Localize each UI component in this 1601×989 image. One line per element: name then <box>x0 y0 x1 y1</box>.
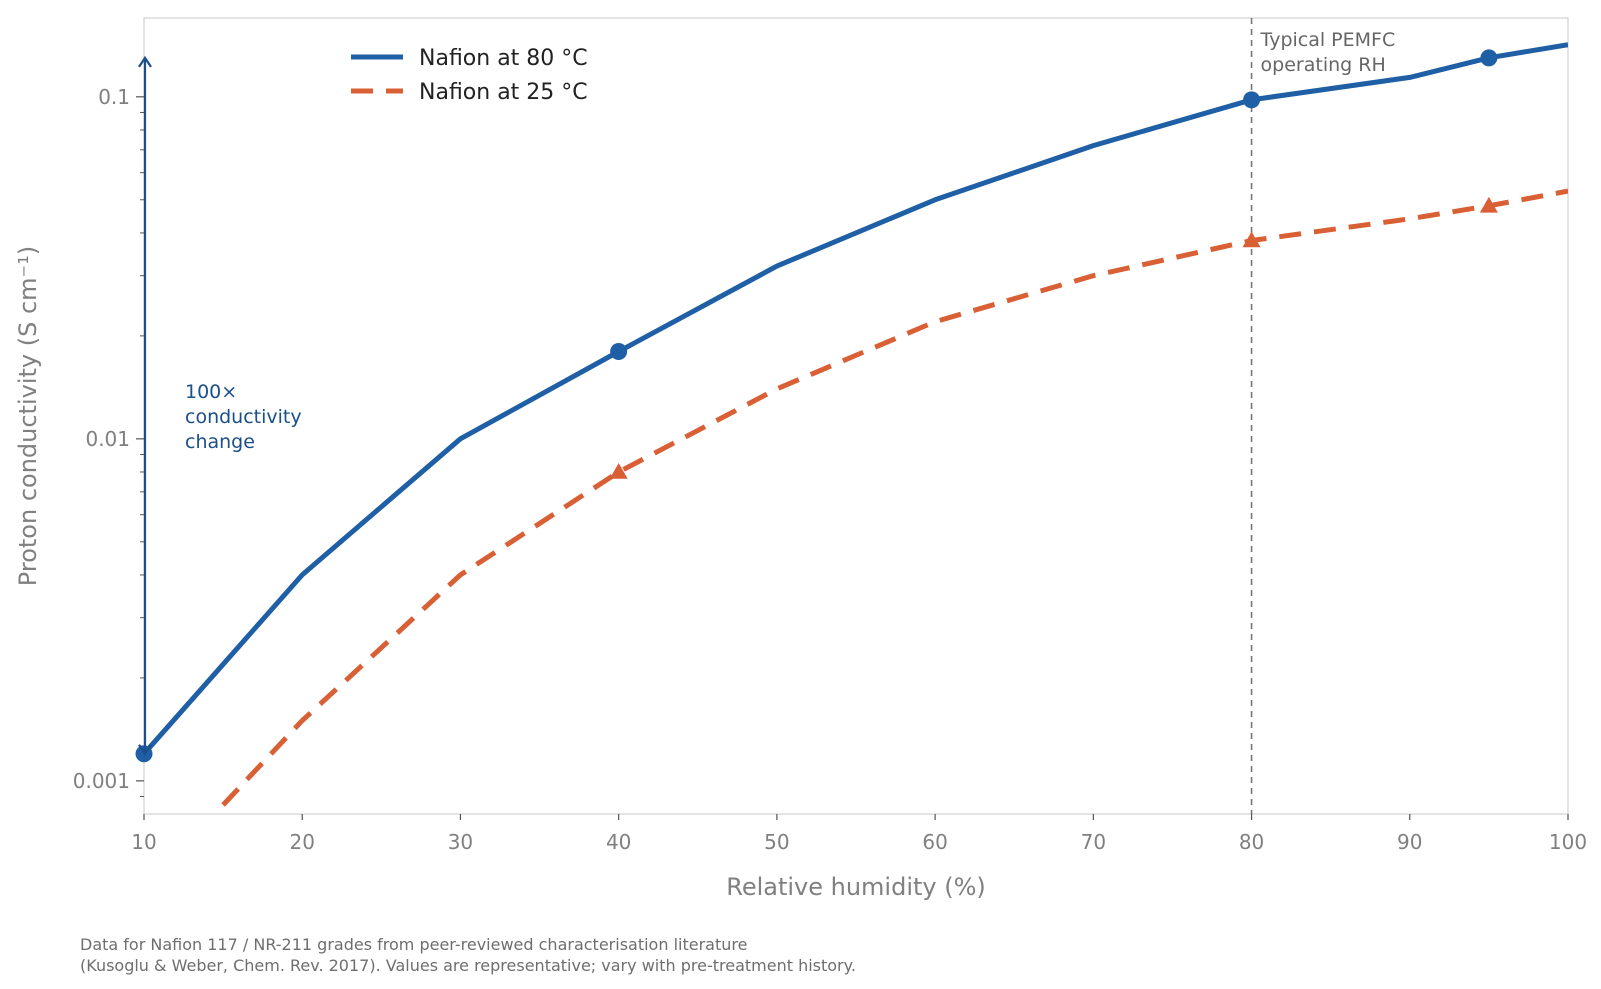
y-tick-label: 0.001 <box>73 769 130 793</box>
marker-25c <box>1242 231 1261 248</box>
marker-80c <box>1243 91 1261 109</box>
x-tick-label: 80 <box>1239 830 1264 854</box>
operating-rh-label: operating RH <box>1261 54 1386 76</box>
x-tick-label: 20 <box>289 830 314 854</box>
axes-group: 10 20 30 40 50 60 70 80 90 100 0.001 0.01 0.1 <box>73 85 1587 854</box>
x-tick-label: 100 <box>1549 830 1587 854</box>
marker-80c <box>610 343 628 361</box>
x-tick-label: 90 <box>1397 830 1422 854</box>
caption-line-2: (Kusoglu & Weber, Chem. Rev. 2017). Valu… <box>80 956 856 975</box>
x-tick-label: 10 <box>131 830 156 854</box>
operating-rh-label: Typical PEMFC <box>1260 29 1396 51</box>
marker-80c <box>1480 49 1498 67</box>
plot-frame <box>143 17 1569 815</box>
x-tick-label: 60 <box>922 830 947 854</box>
source-caption: Data for Nafion 117 / NR-211 grades from… <box>80 934 856 976</box>
legend: Nafion at 80 °C Nafion at 25 °C <box>351 46 588 105</box>
x-axis-label: Relative humidity (%) <box>726 873 986 901</box>
arrow-annotation-label: change <box>185 431 255 453</box>
arrow-annotation-label: conductivity <box>185 406 302 428</box>
series-line-80c <box>144 42 1568 756</box>
caption-line-1: Data for Nafion 117 / NR-211 grades from… <box>80 935 748 954</box>
series-group <box>144 42 1568 807</box>
markers-group <box>135 49 1498 763</box>
y-axis-label: Proton conductivity (S cm⁻¹) <box>14 246 42 586</box>
marker-25c <box>609 462 628 479</box>
y-tick-label: 0.01 <box>85 427 130 451</box>
vline-group: Typical PEMFC operating RH <box>1250 18 1396 814</box>
x-tick-label: 40 <box>606 830 631 854</box>
arrow-annotation-label: 100× <box>185 381 237 403</box>
y-tick-label: 0.1 <box>98 85 130 109</box>
x-tick-label: 70 <box>1081 830 1106 854</box>
arrow-head-top <box>138 55 152 68</box>
series-line-25c <box>221 188 1568 807</box>
legend-label-80c: Nafion at 80 °C <box>419 46 588 71</box>
x-tick-label: 30 <box>448 830 473 854</box>
marker-25c <box>1479 196 1498 213</box>
arrow-head-bottom <box>138 744 152 756</box>
x-tick-label: 50 <box>764 830 789 854</box>
legend-label-25c: Nafion at 25 °C <box>419 80 588 105</box>
arrow-group: 100× conductivity change <box>138 55 302 756</box>
